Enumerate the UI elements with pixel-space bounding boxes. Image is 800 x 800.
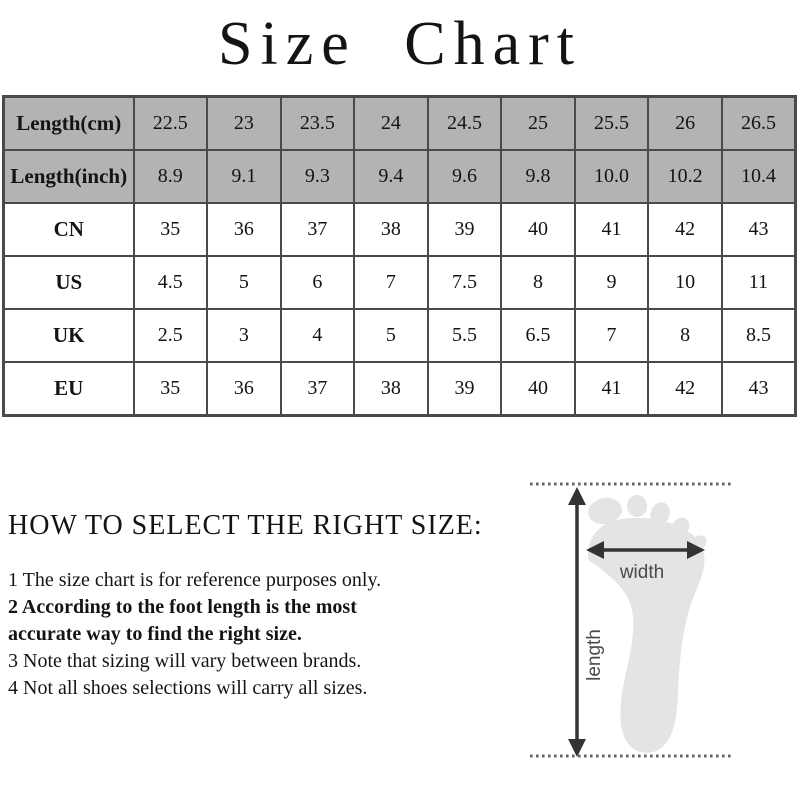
footprint-sole — [588, 517, 705, 753]
size-value-cell: 23.5 — [279, 95, 356, 151]
size-value-cell: 2.5 — [132, 308, 209, 363]
size-value-cell: 24 — [353, 95, 429, 151]
size-value-cell: 41 — [573, 202, 650, 257]
size-value-cell: 6.5 — [500, 308, 576, 363]
length-arrow — [568, 487, 586, 757]
row-label-cell: Length(cm) — [2, 95, 135, 151]
size-value-cell: 9.3 — [279, 149, 356, 204]
size-value-cell: 6 — [279, 255, 356, 310]
size-value-cell: 26 — [647, 95, 723, 151]
size-value-cell: 26.5 — [720, 95, 797, 151]
width-arrow — [586, 541, 705, 559]
table-row: CN 35 36 37 38 39 40 41 42 43 — [2, 202, 797, 257]
guide-note-line: 3 Note that sizing will vary between bra… — [8, 650, 362, 672]
guide-heading: HOW TO SELECT THE RIGHT SIZE: — [8, 510, 483, 541]
size-value-cell: 24.5 — [426, 95, 503, 151]
size-value-cell: 10.4 — [720, 149, 797, 204]
guide-note-line: accurate way to find the right size. — [8, 623, 302, 645]
size-value-cell: 40 — [500, 202, 576, 257]
size-value-cell: 39 — [426, 202, 503, 257]
size-table-body: Length(cm) 22.5 23 23.5 24 24.5 25 25.5 26 26.5 Le… — [2, 95, 797, 417]
size-value-cell: 9 — [573, 255, 650, 310]
size-value-cell: 25 — [500, 95, 576, 151]
row-label-cell: US — [2, 255, 135, 310]
size-value-cell: 9.6 — [426, 149, 503, 204]
table-row: Length(inch) 8.9 9.1 9.3 9.4 9.6 9.8 10.0 10.2 10… — [2, 149, 797, 204]
foot-measurement-diagram: width length — [530, 482, 734, 758]
row-label-cell: UK — [2, 308, 135, 363]
size-value-cell: 9.1 — [206, 149, 282, 204]
guide-note-line: 1 The size chart is for reference purpos… — [8, 569, 382, 591]
size-value-cell: 8 — [647, 308, 723, 363]
row-label-cell: EU — [2, 361, 135, 417]
guide-note-line: 2 According to the foot length is the mo… — [8, 596, 357, 618]
guide-note-line: 4 Not all shoes selections will carry al… — [8, 677, 368, 699]
size-value-cell: 36 — [206, 202, 282, 257]
size-value-cell: 39 — [426, 361, 503, 417]
size-value-cell: 37 — [279, 361, 356, 417]
guide-notes: 1 The size chart is for reference purpos… — [8, 567, 486, 702]
table-row: UK 2.5 3 4 5 5.5 6.5 7 8 8.5 — [2, 308, 797, 363]
size-value-cell: 10 — [647, 255, 723, 310]
row-label-cell: Length(inch) — [2, 149, 135, 204]
size-value-cell: 7 — [573, 308, 650, 363]
size-value-cell: 11 — [720, 255, 797, 310]
size-value-cell: 38 — [353, 361, 429, 417]
length-label: length — [584, 629, 605, 681]
page-title: Size Chart — [218, 10, 582, 78]
size-value-cell: 23 — [206, 95, 282, 151]
size-value-cell: 35 — [132, 202, 209, 257]
size-value-cell: 4.5 — [132, 255, 209, 310]
size-value-cell: 36 — [206, 361, 282, 417]
size-value-cell: 9.4 — [353, 149, 429, 204]
size-value-cell: 25.5 — [573, 95, 650, 151]
size-value-cell: 5.5 — [426, 308, 503, 363]
size-value-cell: 5 — [206, 255, 282, 310]
table-row: Length(cm) 22.5 23 23.5 24 24.5 25 25.5 26 26.5 — [2, 95, 797, 151]
size-value-cell: 5 — [353, 308, 429, 363]
width-label: width — [619, 562, 664, 583]
size-value-cell: 7 — [353, 255, 429, 310]
size-table: Length(cm) 22.5 23 23.5 24 24.5 25 25.5 26 26.5 Le… — [2, 95, 797, 417]
size-value-cell: 8.5 — [720, 308, 797, 363]
size-value-cell: 41 — [573, 361, 650, 417]
size-value-cell: 7.5 — [426, 255, 503, 310]
size-value-cell: 22.5 — [132, 95, 209, 151]
size-value-cell: 3 — [206, 308, 282, 363]
size-value-cell: 40 — [500, 361, 576, 417]
size-value-cell: 8 — [500, 255, 576, 310]
size-value-cell: 10.2 — [647, 149, 723, 204]
size-value-cell: 8.9 — [132, 149, 209, 204]
size-value-cell: 38 — [353, 202, 429, 257]
size-value-cell: 35 — [132, 361, 209, 417]
size-value-cell: 42 — [647, 361, 723, 417]
footprint-shape — [588, 495, 707, 753]
size-value-cell: 9.8 — [500, 149, 576, 204]
footprint-toes — [588, 495, 707, 551]
size-value-cell: 37 — [279, 202, 356, 257]
size-value-cell: 43 — [720, 361, 797, 417]
size-value-cell: 43 — [720, 202, 797, 257]
size-value-cell: 4 — [279, 308, 356, 363]
table-row: US 4.5 5 6 7 7.5 8 9 10 11 — [2, 255, 797, 310]
size-value-cell: 42 — [647, 202, 723, 257]
table-row: EU 35 36 37 38 39 40 41 42 43 — [2, 361, 797, 417]
size-value-cell: 10.0 — [573, 149, 650, 204]
size-guide-section: HOW TO SELECT THE RIGHT SIZE: 1 The size… — [8, 510, 486, 702]
row-label-cell: CN — [2, 202, 135, 257]
